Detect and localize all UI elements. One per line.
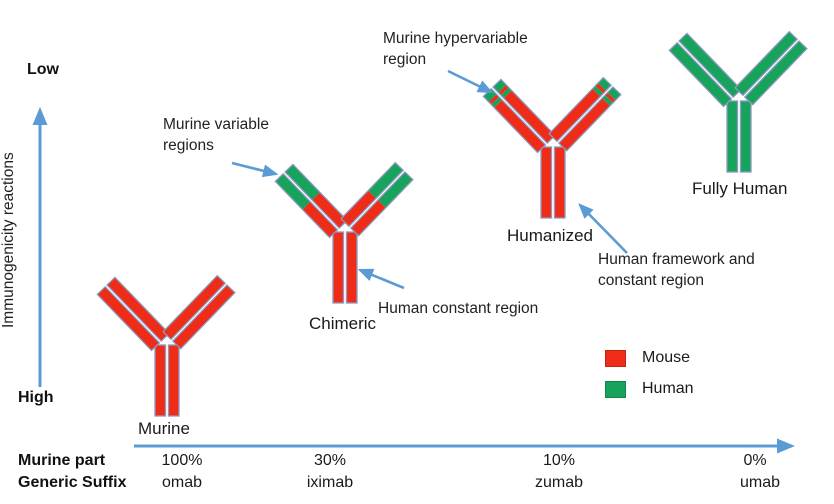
antibody-fully-human — [664, 22, 814, 177]
x-col-10-percent: 10% — [542, 452, 576, 469]
antibody-humanized — [478, 68, 628, 223]
x-col-30-percent: 30% — [313, 452, 347, 469]
y-axis-top-label: Low — [27, 61, 59, 78]
x-col-0-percent: 0% — [743, 452, 767, 469]
antibody-chimeric — [270, 153, 420, 308]
legend-label-human: Human — [642, 380, 694, 397]
antibody-murine — [92, 266, 242, 421]
label-fully-human: Fully Human — [692, 179, 788, 198]
x-axis-row2-label: Generic Suffix — [18, 474, 127, 491]
legend-item-human: Human — [605, 380, 694, 398]
mouse-color-swatch-icon — [605, 349, 626, 367]
legend-label-mouse: Mouse — [642, 349, 691, 366]
annotation-murine-hypervariable: Murine hypervariable region — [383, 30, 528, 68]
annotation-murine-variable: Murine variable regions — [163, 116, 269, 154]
x-axis-row1-label: Murine part — [18, 452, 106, 469]
x-col-zumab: zumab — [534, 474, 584, 491]
x-col-umab: umab — [739, 474, 781, 491]
legend-item-mouse: Mouse — [605, 349, 690, 367]
y-axis-title: Immunogenicity reactions — [0, 152, 17, 329]
y-axis-bottom-label: High — [18, 389, 54, 406]
annotation-human-framework: Human framework and constant region — [598, 251, 755, 289]
label-murine: Murine — [138, 419, 190, 438]
x-col-100-percent: 100% — [161, 452, 203, 469]
label-humanized: Humanized — [507, 226, 593, 245]
human-color-swatch-icon — [605, 380, 626, 398]
label-chimeric: Chimeric — [309, 314, 377, 333]
x-col-iximab: iximab — [306, 474, 354, 491]
annotation-human-constant: Human constant region — [378, 300, 539, 317]
x-col-omab: omab — [161, 474, 203, 491]
